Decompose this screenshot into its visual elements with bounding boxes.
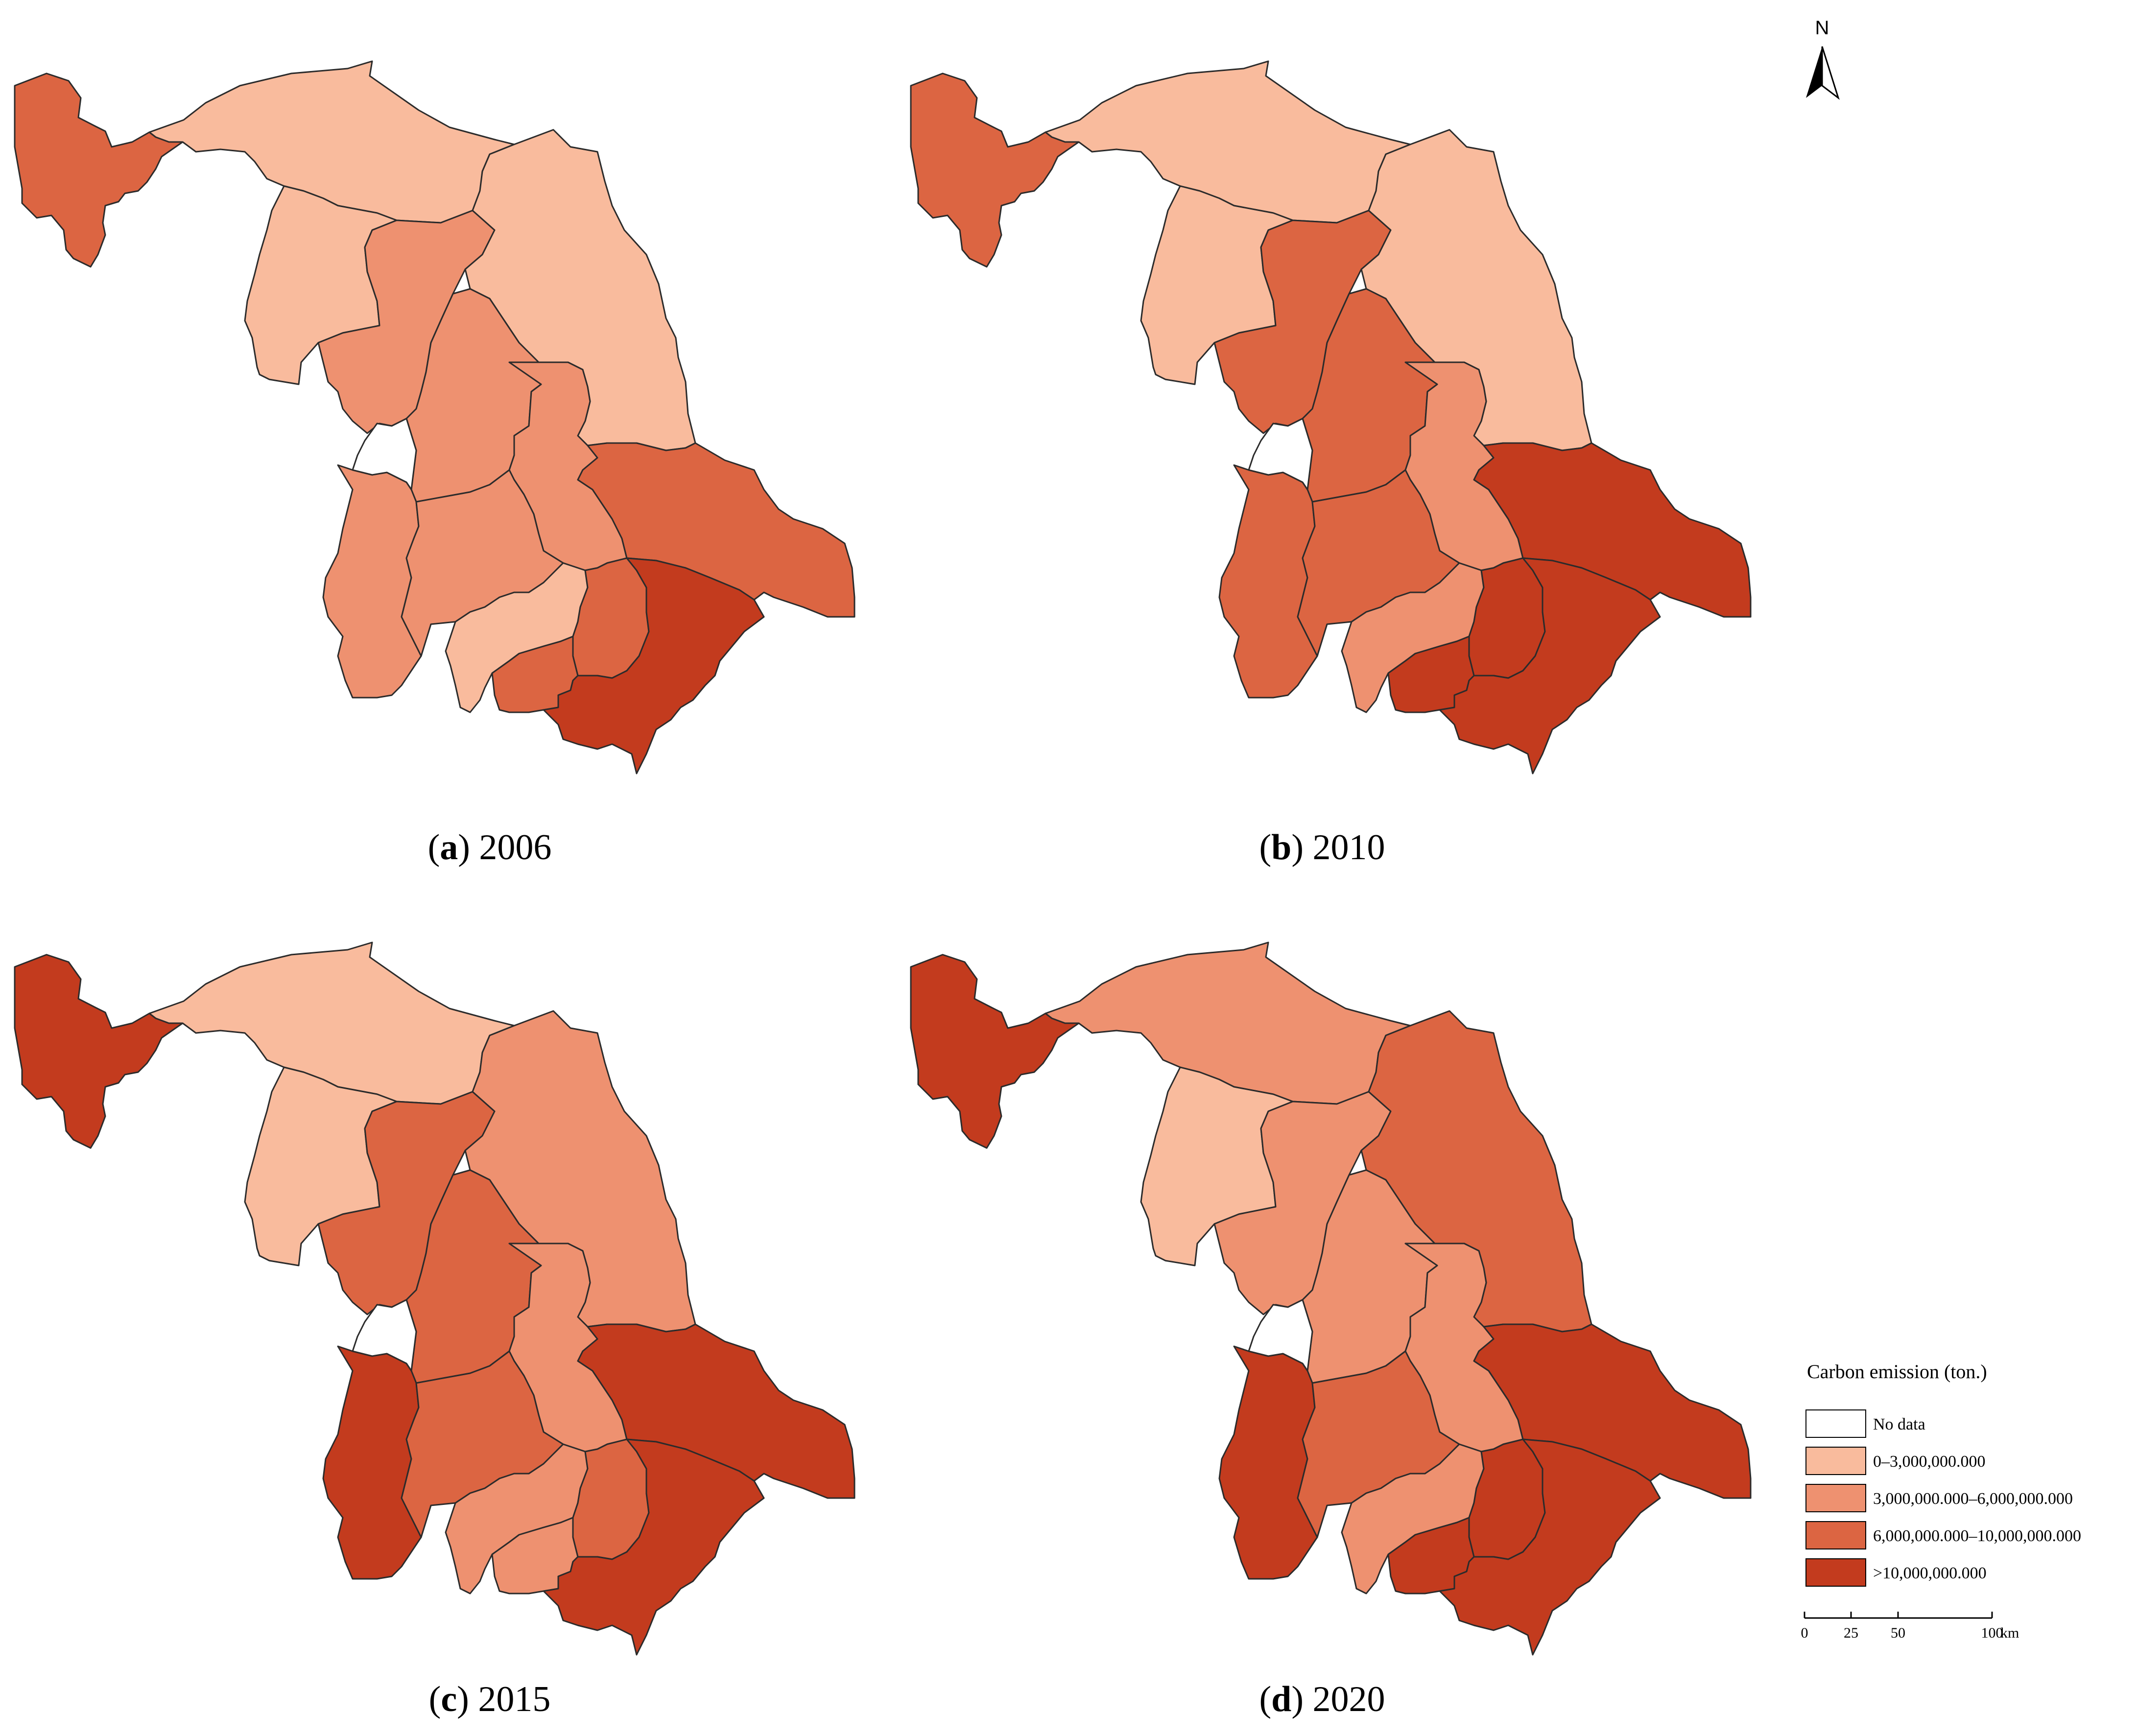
region-lianyungang <box>1045 941 1411 1105</box>
region-lianyungang <box>148 60 515 224</box>
region-suzhou <box>1439 557 1661 774</box>
caption-a: (a) 2006 <box>428 827 552 868</box>
caption-year: 2015 <box>478 1679 550 1719</box>
caption-letter: a <box>440 827 458 868</box>
region-hole <box>1248 418 1313 491</box>
legend-label: 6,000,000.000–10,000,000.000 <box>1873 1527 2081 1545</box>
legend-label: >10,000,000.000 <box>1873 1564 1987 1582</box>
region-lianyungang <box>1045 60 1411 224</box>
legend-title: Carbon emission (ton.) <box>1807 1361 1987 1383</box>
region-lianyungang <box>148 941 515 1105</box>
scale-tick: 50 <box>1891 1625 1905 1641</box>
map-panel-c <box>14 941 855 1656</box>
region-xuzhou <box>14 72 184 268</box>
region-taizhou <box>577 442 855 618</box>
caption-letter: b <box>1271 827 1291 868</box>
region-taizhou <box>577 1323 855 1499</box>
caption-d: (d) 2020 <box>1259 1679 1385 1719</box>
legend-swatch <box>1805 1521 1866 1549</box>
region-nanjing <box>322 1345 422 1580</box>
legend-swatch <box>1805 1409 1866 1438</box>
north-arrow: N <box>1806 17 1840 100</box>
region-taizhou <box>1473 442 1752 618</box>
region-nanjing <box>1218 1345 1318 1580</box>
region-taizhou <box>1473 1323 1752 1499</box>
region-nanjing <box>1218 464 1318 699</box>
legend-label: 0–3,000,000.000 <box>1873 1453 1986 1471</box>
region-xuzhou <box>910 72 1080 268</box>
region-suzhou <box>543 1438 765 1656</box>
region-suqian <box>1140 1066 1294 1267</box>
legend-swatch <box>1805 1447 1866 1475</box>
scale-tick: 25 <box>1844 1625 1858 1641</box>
caption-letter: c <box>441 1679 457 1719</box>
caption-year: 2006 <box>479 827 551 868</box>
map-panel-a <box>14 60 855 774</box>
caption-b: (b) 2010 <box>1259 827 1385 868</box>
region-suqian <box>244 185 398 385</box>
legend: Carbon emission (ton.) No data 0–3,000,00… <box>1805 1361 2081 1587</box>
north-arrow-icon <box>1806 46 1840 100</box>
region-hole <box>1248 1299 1313 1372</box>
legend-swatch <box>1805 1484 1866 1512</box>
scale-unit: km <box>2000 1625 2019 1641</box>
legend-label: No data <box>1873 1415 1925 1433</box>
legend-label: 3,000,000.000–6,000,000.000 <box>1873 1490 2073 1508</box>
region-hole <box>352 418 417 491</box>
caption-letter: d <box>1271 1679 1291 1719</box>
region-hole <box>352 1299 417 1372</box>
region-suqian <box>1140 185 1294 385</box>
map-panel-b <box>910 60 1752 774</box>
legend-swatch <box>1805 1558 1866 1587</box>
region-suzhou <box>543 557 765 774</box>
caption-c: (c) 2015 <box>429 1679 551 1719</box>
region-nanjing <box>322 464 422 699</box>
region-suqian <box>244 1066 398 1267</box>
caption-year: 2010 <box>1312 827 1385 868</box>
region-xuzhou <box>910 954 1080 1149</box>
region-suzhou <box>1439 1438 1661 1656</box>
scale-tick: 100 <box>1981 1625 2003 1641</box>
north-arrow-label: N <box>1815 17 1829 39</box>
scale-tick: 0 <box>1801 1625 1808 1641</box>
caption-year: 2020 <box>1312 1679 1385 1719</box>
region-xuzhou <box>14 954 184 1149</box>
map-panel-d <box>910 941 1752 1656</box>
scale-bar: 0 25 50 100 km <box>1801 1612 2019 1641</box>
